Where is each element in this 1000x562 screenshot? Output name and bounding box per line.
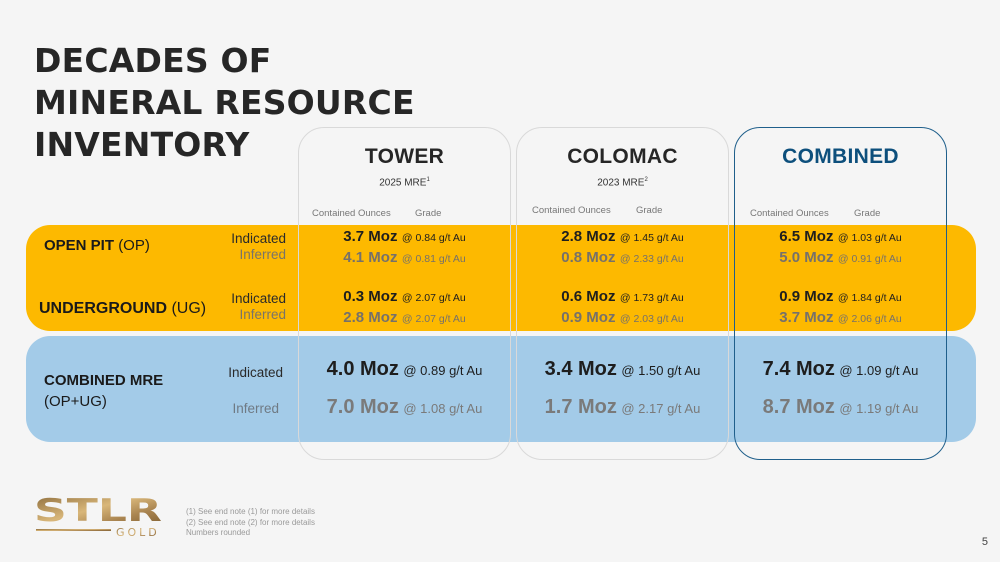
combined-op-indicated: 6.5 Moz @ 1.03 g/t Au (779, 228, 902, 245)
combined-grade-header: Grade (854, 208, 881, 219)
colomac-op-inferred: 0.8 Moz @ 2.33 g/t Au (561, 249, 684, 266)
underground-label: UNDERGROUND (UG) (39, 300, 207, 317)
page-number: 5 (981, 536, 988, 548)
tower-combined-inferred: 7.0 Moz @ 1.08 g/t Au (326, 396, 483, 418)
ug-indicated-label: Indicated (231, 291, 286, 306)
stlr-gold-logo: STLR GOLD (34, 494, 162, 538)
cm-inferred-label: Inferred (232, 401, 279, 416)
title-line-1: DECADES OF (34, 41, 272, 80)
title-line-2: MINERAL RESOURCE (34, 83, 415, 122)
colomac-grade-header: Grade (636, 205, 663, 216)
open-pit-label: OPEN PIT (OP) (44, 237, 150, 254)
colomac-subtitle: 2023 MRE2 (597, 177, 648, 189)
colomac-ug-inferred: 0.9 Moz @ 2.03 g/t Au (561, 309, 684, 326)
open-pit-underground-band (26, 225, 976, 331)
tower-ug-indicated: 0.3 Moz @ 2.07 g/t Au (343, 288, 466, 305)
combined-combined-indicated: 7.4 Moz @ 1.09 g/t Au (762, 358, 919, 380)
tower-ug-inferred: 2.8 Moz @ 2.07 g/t Au (343, 309, 466, 326)
tower-grade-header: Grade (415, 208, 442, 219)
slide-title: DECADES OF MINERAL RESOURCE INVENTORY (34, 40, 415, 166)
footnote-3: Numbers rounded (186, 528, 251, 537)
combined-mre-band (26, 336, 976, 442)
colomac-ounces-header: Contained Ounces (532, 205, 611, 216)
tower-op-inferred: 4.1 Moz @ 0.81 g/t Au (343, 249, 466, 266)
colomac-title: COLOMAC (567, 145, 678, 168)
tower-ounces-header: Contained Ounces (312, 208, 391, 219)
colomac-combined-inferred: 1.7 Moz @ 2.17 g/t Au (544, 396, 701, 418)
combined-ug-indicated: 0.9 Moz @ 1.84 g/t Au (779, 288, 902, 305)
tower-combined-indicated: 4.0 Moz @ 0.89 g/t Au (326, 358, 483, 380)
logo-wordmark: STLR (34, 494, 162, 529)
tower-subtitle: 2025 MRE1 (379, 177, 430, 189)
colomac-header: COLOMAC 2023 MRE2 (516, 145, 729, 188)
footnote-1: (1) See end note (1) for more details (186, 507, 315, 516)
combined-ounces-header: Contained Ounces (750, 208, 829, 219)
colomac-combined-indicated: 3.4 Moz @ 1.50 g/t Au (544, 358, 701, 380)
logo-subtext: GOLD (116, 526, 160, 538)
combined-ug-inferred: 3.7 Moz @ 2.06 g/t Au (779, 309, 902, 326)
colomac-ug-indicated: 0.6 Moz @ 1.73 g/t Au (561, 288, 684, 305)
op-inferred-label: Inferred (239, 247, 286, 262)
combined-op-inferred: 5.0 Moz @ 0.91 g/t Au (779, 249, 902, 266)
combined-title: COMBINED (782, 145, 899, 168)
combined-header: COMBINED (734, 145, 947, 169)
colomac-op-indicated: 2.8 Moz @ 1.45 g/t Au (561, 228, 684, 245)
op-indicated-label: Indicated (231, 231, 286, 246)
footnotes: (1) See end note (1) for more details (2… (186, 507, 315, 539)
combined-combined-inferred: 8.7 Moz @ 1.19 g/t Au (762, 396, 919, 418)
ug-inferred-label: Inferred (239, 307, 286, 322)
tower-op-indicated: 3.7 Moz @ 0.84 g/t Au (343, 228, 466, 245)
tower-title: TOWER (364, 145, 445, 168)
footnote-2: (2) See end note (2) for more details (186, 517, 315, 527)
combined-mre-label: COMBINED MRE (OP+UG) (44, 372, 164, 410)
title-line-3: INVENTORY (34, 125, 250, 164)
tower-header: TOWER 2025 MRE1 (298, 145, 511, 188)
logo-underline (36, 529, 111, 531)
cm-indicated-label: Indicated (228, 365, 283, 380)
